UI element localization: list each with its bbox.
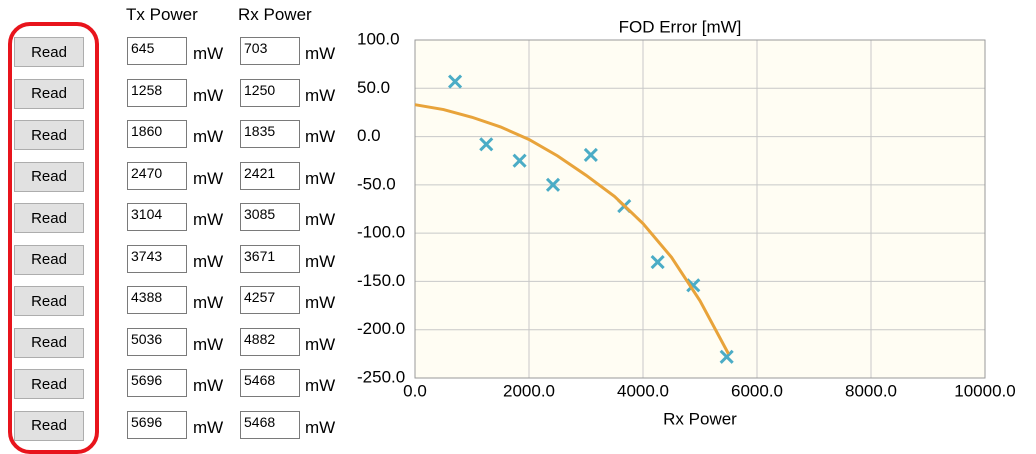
rx-input[interactable]: 703: [240, 37, 300, 65]
header-rx: Rx Power: [238, 5, 312, 24]
marker-stroke: [545, 177, 561, 192]
data-point: [719, 349, 734, 364]
tx-unit: mW: [193, 85, 224, 105]
read-button[interactable]: Read: [14, 37, 84, 67]
rx-input[interactable]: 1250: [240, 78, 300, 107]
tx-input[interactable]: 5696: [127, 410, 187, 439]
fit-line: [414, 103, 730, 355]
read-button[interactable]: Read: [14, 244, 84, 275]
rx-unit: mW: [305, 210, 336, 229]
marker-stroke: [448, 74, 463, 89]
header-tx: Tx Power: [126, 5, 198, 24]
tx-unit: mW: [193, 293, 224, 312]
data-point: [583, 147, 598, 162]
marker-stroke: [583, 147, 598, 162]
marker-stroke: [686, 278, 701, 293]
marker-stroke: [719, 349, 734, 364]
data-point: [479, 137, 494, 152]
selection-highlight: [8, 22, 99, 454]
read-button[interactable]: Read: [14, 369, 84, 399]
y-tick-label: -200.0: [357, 319, 405, 338]
marker-stroke: [512, 153, 527, 168]
x-axis-label: Rx Power: [663, 409, 737, 428]
rx-input[interactable]: 5468: [240, 410, 300, 439]
tx-unit: mW: [193, 334, 224, 354]
rx-input[interactable]: 3671: [240, 244, 300, 273]
y-tick-label: -100.0: [357, 223, 405, 242]
y-tick-label: 50.0: [357, 78, 390, 97]
rx-unit: mW: [305, 251, 336, 271]
tx-input[interactable]: 3104: [127, 203, 187, 231]
read-button[interactable]: Read: [14, 410, 84, 441]
rx-unit: mW: [305, 127, 336, 146]
data-point: [512, 153, 527, 168]
read-button[interactable]: Read: [14, 78, 84, 109]
y-tick-label: 0.0: [357, 126, 381, 145]
read-button[interactable]: Read: [14, 161, 84, 192]
tx-input[interactable]: 645: [127, 37, 187, 65]
rx-unit: mW: [305, 417, 336, 437]
plot-area: [415, 40, 985, 378]
tx-unit: mW: [193, 376, 224, 395]
x-tick-label: 8000.0: [845, 381, 897, 400]
chart-title: FOD Error [mW]: [619, 17, 742, 36]
rx-input[interactable]: 2421: [240, 161, 300, 190]
rx-unit: mW: [305, 168, 336, 188]
y-tick-label: -250.0: [357, 367, 405, 386]
rx-unit: mW: [305, 334, 336, 354]
rx-input[interactable]: 4882: [240, 327, 300, 356]
x-tick-label: 4000.0: [617, 381, 669, 400]
tx-unit: mW: [193, 127, 224, 146]
rx-unit: mW: [305, 85, 336, 105]
x-tick-label: 6000.0: [731, 381, 783, 400]
y-tick-label: -50.0: [357, 174, 396, 193]
tx-input[interactable]: 1860: [127, 120, 187, 148]
tx-unit: mW: [193, 44, 224, 63]
rx-input[interactable]: 4257: [240, 286, 300, 314]
tx-input[interactable]: 2470: [127, 161, 187, 190]
tx-unit: mW: [193, 210, 224, 229]
rx-unit: mW: [305, 293, 336, 312]
tx-input[interactable]: 5036: [127, 327, 187, 356]
y-tick-label: 100.0: [357, 29, 400, 48]
rx-input[interactable]: 3085: [240, 203, 300, 231]
rx-unit: mW: [305, 376, 336, 395]
tx-unit: mW: [193, 168, 224, 188]
tx-input[interactable]: 4388: [127, 286, 187, 314]
tx-input[interactable]: 5696: [127, 369, 187, 397]
x-tick-label: 10000.0: [954, 381, 1015, 400]
tx-input[interactable]: 1258: [127, 78, 187, 107]
plot-border: [414, 39, 986, 379]
read-button[interactable]: Read: [14, 286, 84, 316]
tx-unit: mW: [193, 417, 224, 437]
read-button[interactable]: Read: [14, 203, 84, 233]
rx-input[interactable]: 1835: [240, 120, 300, 148]
x-tick-label: 2000.0: [503, 381, 555, 400]
tx-input[interactable]: 3743: [127, 244, 187, 273]
data-point: [545, 177, 561, 192]
y-tick-label: -150.0: [357, 271, 405, 290]
data-point: [650, 255, 665, 270]
data-point: [686, 278, 701, 293]
marker-stroke: [479, 137, 494, 152]
rx-input[interactable]: 5468: [240, 369, 300, 397]
read-button[interactable]: Read: [14, 327, 84, 358]
rx-unit: mW: [305, 44, 336, 63]
tx-unit: mW: [193, 251, 224, 271]
read-button[interactable]: Read: [14, 120, 84, 150]
data-point: [448, 74, 463, 89]
marker-stroke: [650, 255, 665, 270]
x-tick-label: 0.0: [403, 381, 427, 400]
